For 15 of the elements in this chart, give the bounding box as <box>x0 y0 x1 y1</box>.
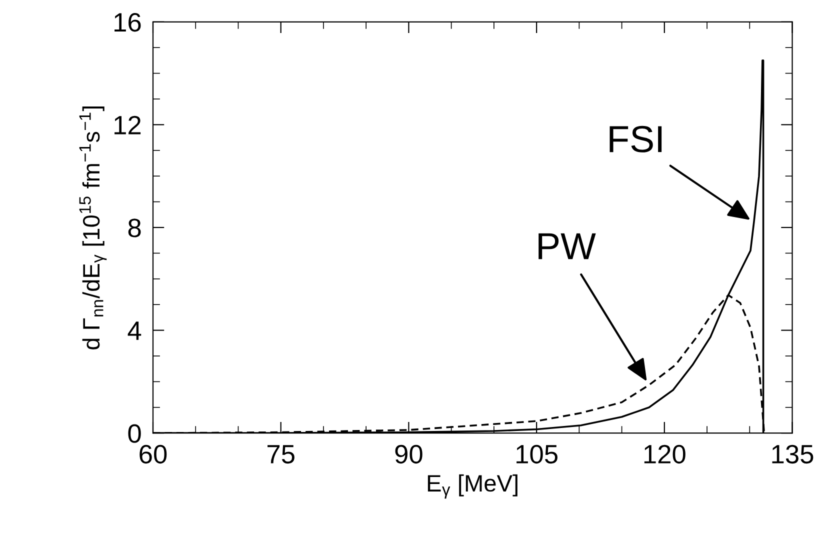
y-tick-label: 8 <box>128 218 141 238</box>
x-tick-label: 60 <box>140 444 167 464</box>
y-tick-label: 12 <box>114 116 141 134</box>
y-tick-label: 4 <box>128 322 142 340</box>
annotation: PW <box>538 233 596 260</box>
x-tick-label: 90 <box>395 444 422 464</box>
x-tick-label: 105 <box>516 444 558 464</box>
x-axis-title: E$_{γ}$ [MeV] <box>428 474 518 499</box>
x-tick-label: 120 <box>644 444 686 464</box>
x-tick-label: 135 <box>772 444 814 464</box>
y-tick-label: 16 <box>114 13 141 32</box>
y-tick-label: 0 <box>128 424 141 443</box>
text: d Γ$_{nn}$/dE$_{γ}$ [10$^{15}$ fm$^{−1}$s$^{−1}$] <box>79 106 107 350</box>
x-tick-label: 75 <box>268 445 294 464</box>
annotation: FSI <box>610 126 662 152</box>
